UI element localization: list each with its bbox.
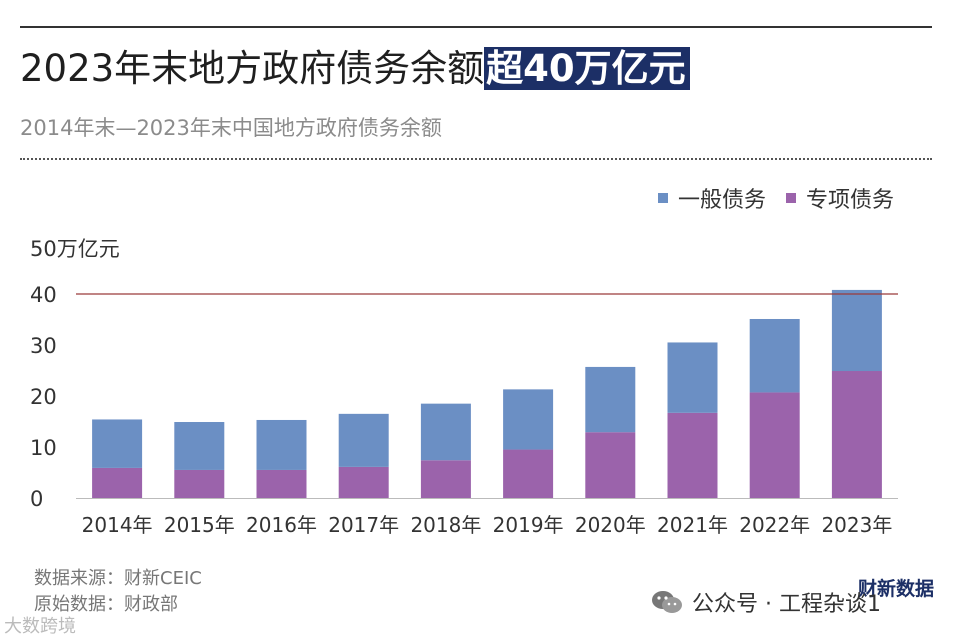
y-tick-label-20: 20 bbox=[30, 385, 57, 409]
bar-general-8 bbox=[749, 318, 800, 393]
x-tick-label-7: 2021年 bbox=[657, 513, 728, 537]
bar-special-8 bbox=[749, 392, 800, 498]
x-tick-label-8: 2022年 bbox=[739, 513, 810, 537]
x-tick-label-9: 2023年 bbox=[821, 513, 892, 537]
bar-special-3 bbox=[338, 466, 389, 498]
bar-general-6 bbox=[585, 366, 636, 433]
x-tick-label-4: 2018年 bbox=[410, 513, 481, 537]
dotted-divider bbox=[20, 158, 932, 160]
bar-special-0 bbox=[92, 467, 143, 498]
y-tick-label-40: 40 bbox=[30, 283, 57, 307]
bar-special-2 bbox=[256, 469, 307, 498]
title-main: 2023年末地方政府债务余额 bbox=[20, 47, 485, 90]
corner-watermark-text: 大数跨境 bbox=[4, 616, 76, 637]
legend: 一般债务 专项债务 bbox=[657, 182, 894, 214]
bar-general-7 bbox=[667, 342, 718, 413]
bar-general-2 bbox=[256, 419, 307, 470]
y-tick-label-10: 10 bbox=[30, 436, 57, 460]
x-tick-label-6: 2020年 bbox=[575, 513, 646, 537]
bar-general-4 bbox=[420, 403, 471, 461]
wechat-account: 公众号 · 工程杂谈1 bbox=[650, 586, 881, 618]
y-axis-unit-label: 50万亿元 bbox=[30, 237, 120, 261]
bar-special-9 bbox=[831, 371, 882, 498]
bar-special-4 bbox=[420, 460, 471, 498]
y-tick-label-30: 30 bbox=[30, 334, 57, 358]
legend-label-general: 一般债务 bbox=[677, 188, 766, 213]
x-tick-label-2: 2016年 bbox=[246, 513, 317, 537]
bar-special-7 bbox=[667, 412, 718, 498]
bar-general-5 bbox=[503, 389, 554, 450]
wechat-account-label: 公众号 · 工程杂谈1 bbox=[692, 592, 881, 617]
legend-item-special: 专项债务 bbox=[785, 182, 894, 214]
bar-general-9 bbox=[831, 289, 882, 372]
x-tick-label-0: 2014年 bbox=[82, 513, 153, 537]
x-tick-label-1: 2015年 bbox=[164, 513, 235, 537]
brand-logo-text: 财新数据 bbox=[858, 578, 935, 600]
legend-item-general: 一般债务 bbox=[657, 182, 766, 214]
bar-general-0 bbox=[92, 419, 143, 468]
bar-general-1 bbox=[174, 422, 225, 470]
original-data-note: 原始数据：财政部 bbox=[34, 594, 178, 615]
legend-label-special: 专项债务 bbox=[805, 188, 894, 213]
x-tick-label-5: 2019年 bbox=[493, 513, 564, 537]
y-tick-label-0: 0 bbox=[30, 487, 43, 511]
top-rule bbox=[20, 26, 932, 28]
source-note: 数据来源：财新CEIC bbox=[34, 568, 202, 589]
bar-special-1 bbox=[174, 469, 225, 498]
legend-swatch-general bbox=[657, 193, 668, 203]
title-highlight: 超40万亿元 bbox=[484, 47, 690, 90]
x-tick-label-3: 2017年 bbox=[328, 513, 399, 537]
bar-special-6 bbox=[585, 432, 636, 498]
chart-subtitle: 2014年末—2023年末中国地方政府债务余额 bbox=[20, 116, 442, 140]
chart-title: 2023年末地方政府债务余额超40万亿元 bbox=[20, 44, 690, 94]
bar-special-5 bbox=[503, 449, 554, 498]
bar-general-3 bbox=[338, 413, 389, 467]
wechat-icon bbox=[652, 591, 682, 613]
legend-swatch-special bbox=[785, 193, 796, 203]
